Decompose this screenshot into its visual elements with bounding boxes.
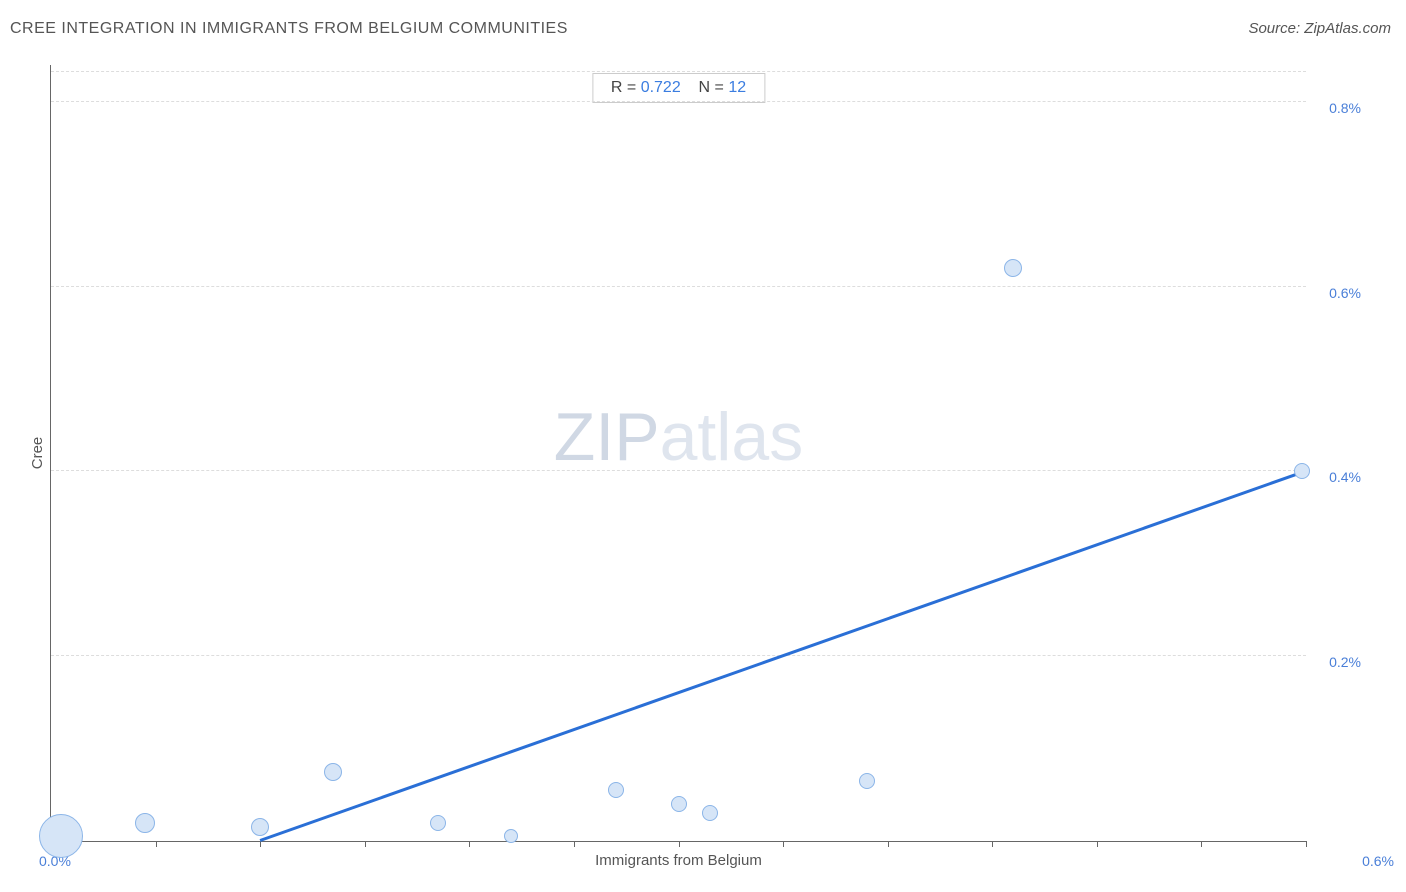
x-tick — [1306, 841, 1307, 847]
y-axis-title: Cree — [29, 437, 46, 470]
r-value: 0.722 — [641, 79, 681, 96]
y-tick-label: 0.4% — [1329, 469, 1361, 485]
data-point — [251, 818, 269, 836]
data-point — [135, 813, 155, 833]
x-tick — [1201, 841, 1202, 847]
data-point — [504, 829, 518, 843]
stats-box: R = 0.722 N = 12 — [592, 73, 765, 103]
x-tick — [574, 841, 575, 847]
chart-header: CREE INTEGRATION IN IMMIGRANTS FROM BELG… — [10, 20, 1396, 50]
data-point — [859, 773, 875, 789]
gridline — [51, 286, 1306, 287]
r-label: R = — [611, 79, 636, 96]
y-tick-label: 0.8% — [1329, 100, 1361, 116]
y-tick-label: 0.6% — [1329, 285, 1361, 301]
n-label: N = — [699, 79, 724, 96]
data-point — [671, 796, 687, 812]
x-tick — [156, 841, 157, 847]
chart-title: CREE INTEGRATION IN IMMIGRANTS FROM BELG… — [10, 20, 568, 37]
gridline — [51, 470, 1306, 471]
chart-container: ZIPatlas Cree Immigrants from Belgium R … — [10, 55, 1396, 882]
gridline — [51, 71, 1306, 72]
watermark-zip: ZIP — [554, 399, 660, 475]
source-attribution: Source: ZipAtlas.com — [1248, 20, 1391, 37]
x-tick — [679, 841, 680, 847]
x-tick — [888, 841, 889, 847]
x-axis-max-label: 0.6% — [1362, 853, 1394, 869]
data-point — [430, 815, 446, 831]
x-tick — [365, 841, 366, 847]
gridline — [51, 655, 1306, 656]
x-tick — [260, 841, 261, 847]
data-point — [1294, 463, 1310, 479]
n-value: 12 — [728, 79, 746, 96]
data-point — [39, 814, 83, 858]
data-point — [324, 763, 342, 781]
gridline — [51, 101, 1306, 102]
data-point — [1004, 259, 1022, 277]
x-axis-title: Immigrants from Belgium — [595, 852, 762, 869]
y-tick-label: 0.2% — [1329, 654, 1361, 670]
x-tick — [783, 841, 784, 847]
watermark-atlas: atlas — [660, 399, 804, 475]
x-tick — [1097, 841, 1098, 847]
watermark: ZIPatlas — [554, 398, 803, 476]
x-tick — [469, 841, 470, 847]
data-point — [608, 782, 624, 798]
x-tick — [992, 841, 993, 847]
data-point — [702, 805, 718, 821]
plot-area: ZIPatlas Cree Immigrants from Belgium R … — [50, 65, 1306, 842]
